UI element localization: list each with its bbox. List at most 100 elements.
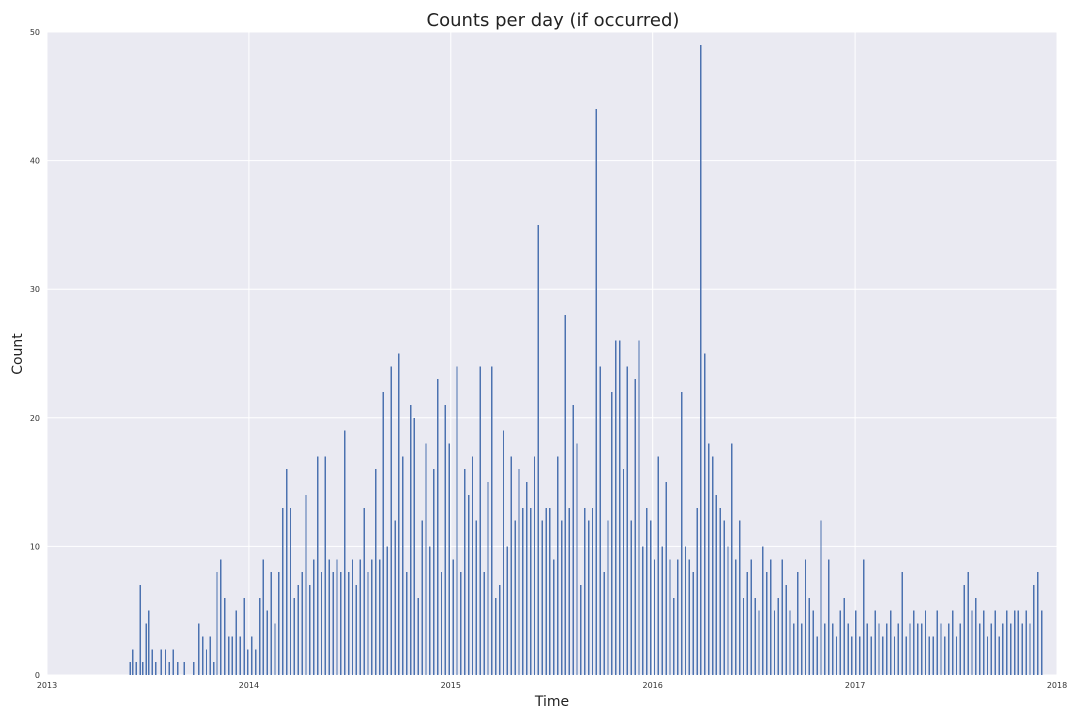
bar — [227, 636, 230, 675]
bar — [711, 456, 714, 675]
bar — [209, 636, 212, 675]
bar — [1009, 623, 1012, 675]
bar — [518, 469, 520, 675]
bar — [746, 572, 749, 675]
bar — [483, 572, 485, 675]
bar — [804, 559, 807, 675]
bar — [696, 507, 698, 675]
bar — [198, 623, 200, 675]
bar — [460, 572, 462, 675]
bar — [367, 572, 369, 675]
bar — [201, 636, 204, 675]
bar — [382, 392, 385, 675]
bar — [394, 520, 396, 675]
bar — [669, 559, 671, 675]
bar — [285, 469, 288, 675]
bar — [545, 507, 547, 675]
bar — [436, 379, 439, 675]
bar — [773, 610, 776, 675]
bar — [982, 610, 985, 675]
bar — [893, 636, 896, 675]
bar — [1029, 623, 1031, 675]
bar — [576, 443, 578, 675]
bar — [932, 636, 934, 675]
bar — [549, 507, 551, 675]
bar — [618, 340, 621, 675]
bar — [611, 392, 613, 675]
bar — [866, 623, 869, 675]
bar — [297, 584, 299, 675]
bar — [595, 109, 598, 675]
bar — [998, 636, 1000, 675]
y-axis-label: Count — [10, 333, 26, 375]
bar — [309, 584, 311, 675]
bar — [429, 546, 431, 675]
bar — [858, 636, 861, 675]
bar — [657, 456, 660, 675]
bar — [673, 597, 675, 675]
bar — [831, 623, 834, 675]
bar — [855, 610, 857, 675]
plot-background — [47, 32, 1057, 675]
bar — [886, 623, 888, 675]
bar — [707, 443, 710, 675]
bar — [742, 597, 745, 675]
bar — [797, 572, 799, 675]
bar — [440, 572, 443, 675]
bar — [936, 610, 938, 675]
y-tick-label: 40 — [30, 157, 40, 166]
bar — [444, 404, 447, 675]
bar — [135, 662, 137, 675]
bar — [433, 469, 435, 675]
y-tick-label: 50 — [30, 28, 40, 37]
x-tick-label: 2014 — [239, 681, 259, 690]
bar — [634, 379, 636, 675]
bar — [603, 572, 605, 675]
bar — [820, 520, 822, 675]
bar — [132, 649, 134, 675]
bar — [963, 584, 965, 675]
bar — [901, 572, 903, 675]
bar — [475, 520, 478, 675]
bar — [882, 636, 884, 675]
bar — [359, 559, 361, 675]
x-tick-label: 2018 — [1047, 681, 1067, 690]
bar-series — [129, 44, 1043, 676]
bar — [164, 649, 167, 675]
bar — [789, 610, 791, 675]
bar — [692, 572, 694, 675]
bar — [313, 559, 315, 675]
bar — [723, 520, 725, 675]
bar — [193, 662, 195, 675]
y-tick-labels: 0 10 20 30 40 50 — [30, 28, 40, 680]
bar — [154, 662, 157, 675]
y-tick-label: 0 — [35, 671, 40, 680]
bar — [340, 572, 342, 675]
bar — [1006, 610, 1008, 675]
bar — [940, 623, 942, 675]
bar — [661, 546, 663, 675]
bar — [386, 546, 389, 675]
bar — [235, 610, 238, 675]
bar — [266, 610, 268, 675]
bar — [897, 623, 900, 675]
bar — [924, 610, 927, 675]
bar — [247, 649, 249, 675]
bar — [1017, 610, 1020, 675]
bar — [522, 507, 524, 675]
bar — [205, 649, 208, 675]
bar — [851, 636, 853, 675]
bar — [301, 572, 303, 675]
bar — [653, 559, 656, 675]
bar — [785, 584, 787, 675]
bar — [467, 494, 470, 675]
bar — [630, 520, 632, 675]
bar — [510, 456, 512, 675]
bar — [793, 623, 795, 675]
bar — [909, 623, 911, 675]
bar — [781, 559, 783, 675]
bar — [324, 456, 327, 675]
bar — [959, 623, 962, 675]
y-tick-label: 30 — [30, 285, 40, 294]
x-tick-label: 2017 — [845, 681, 865, 690]
